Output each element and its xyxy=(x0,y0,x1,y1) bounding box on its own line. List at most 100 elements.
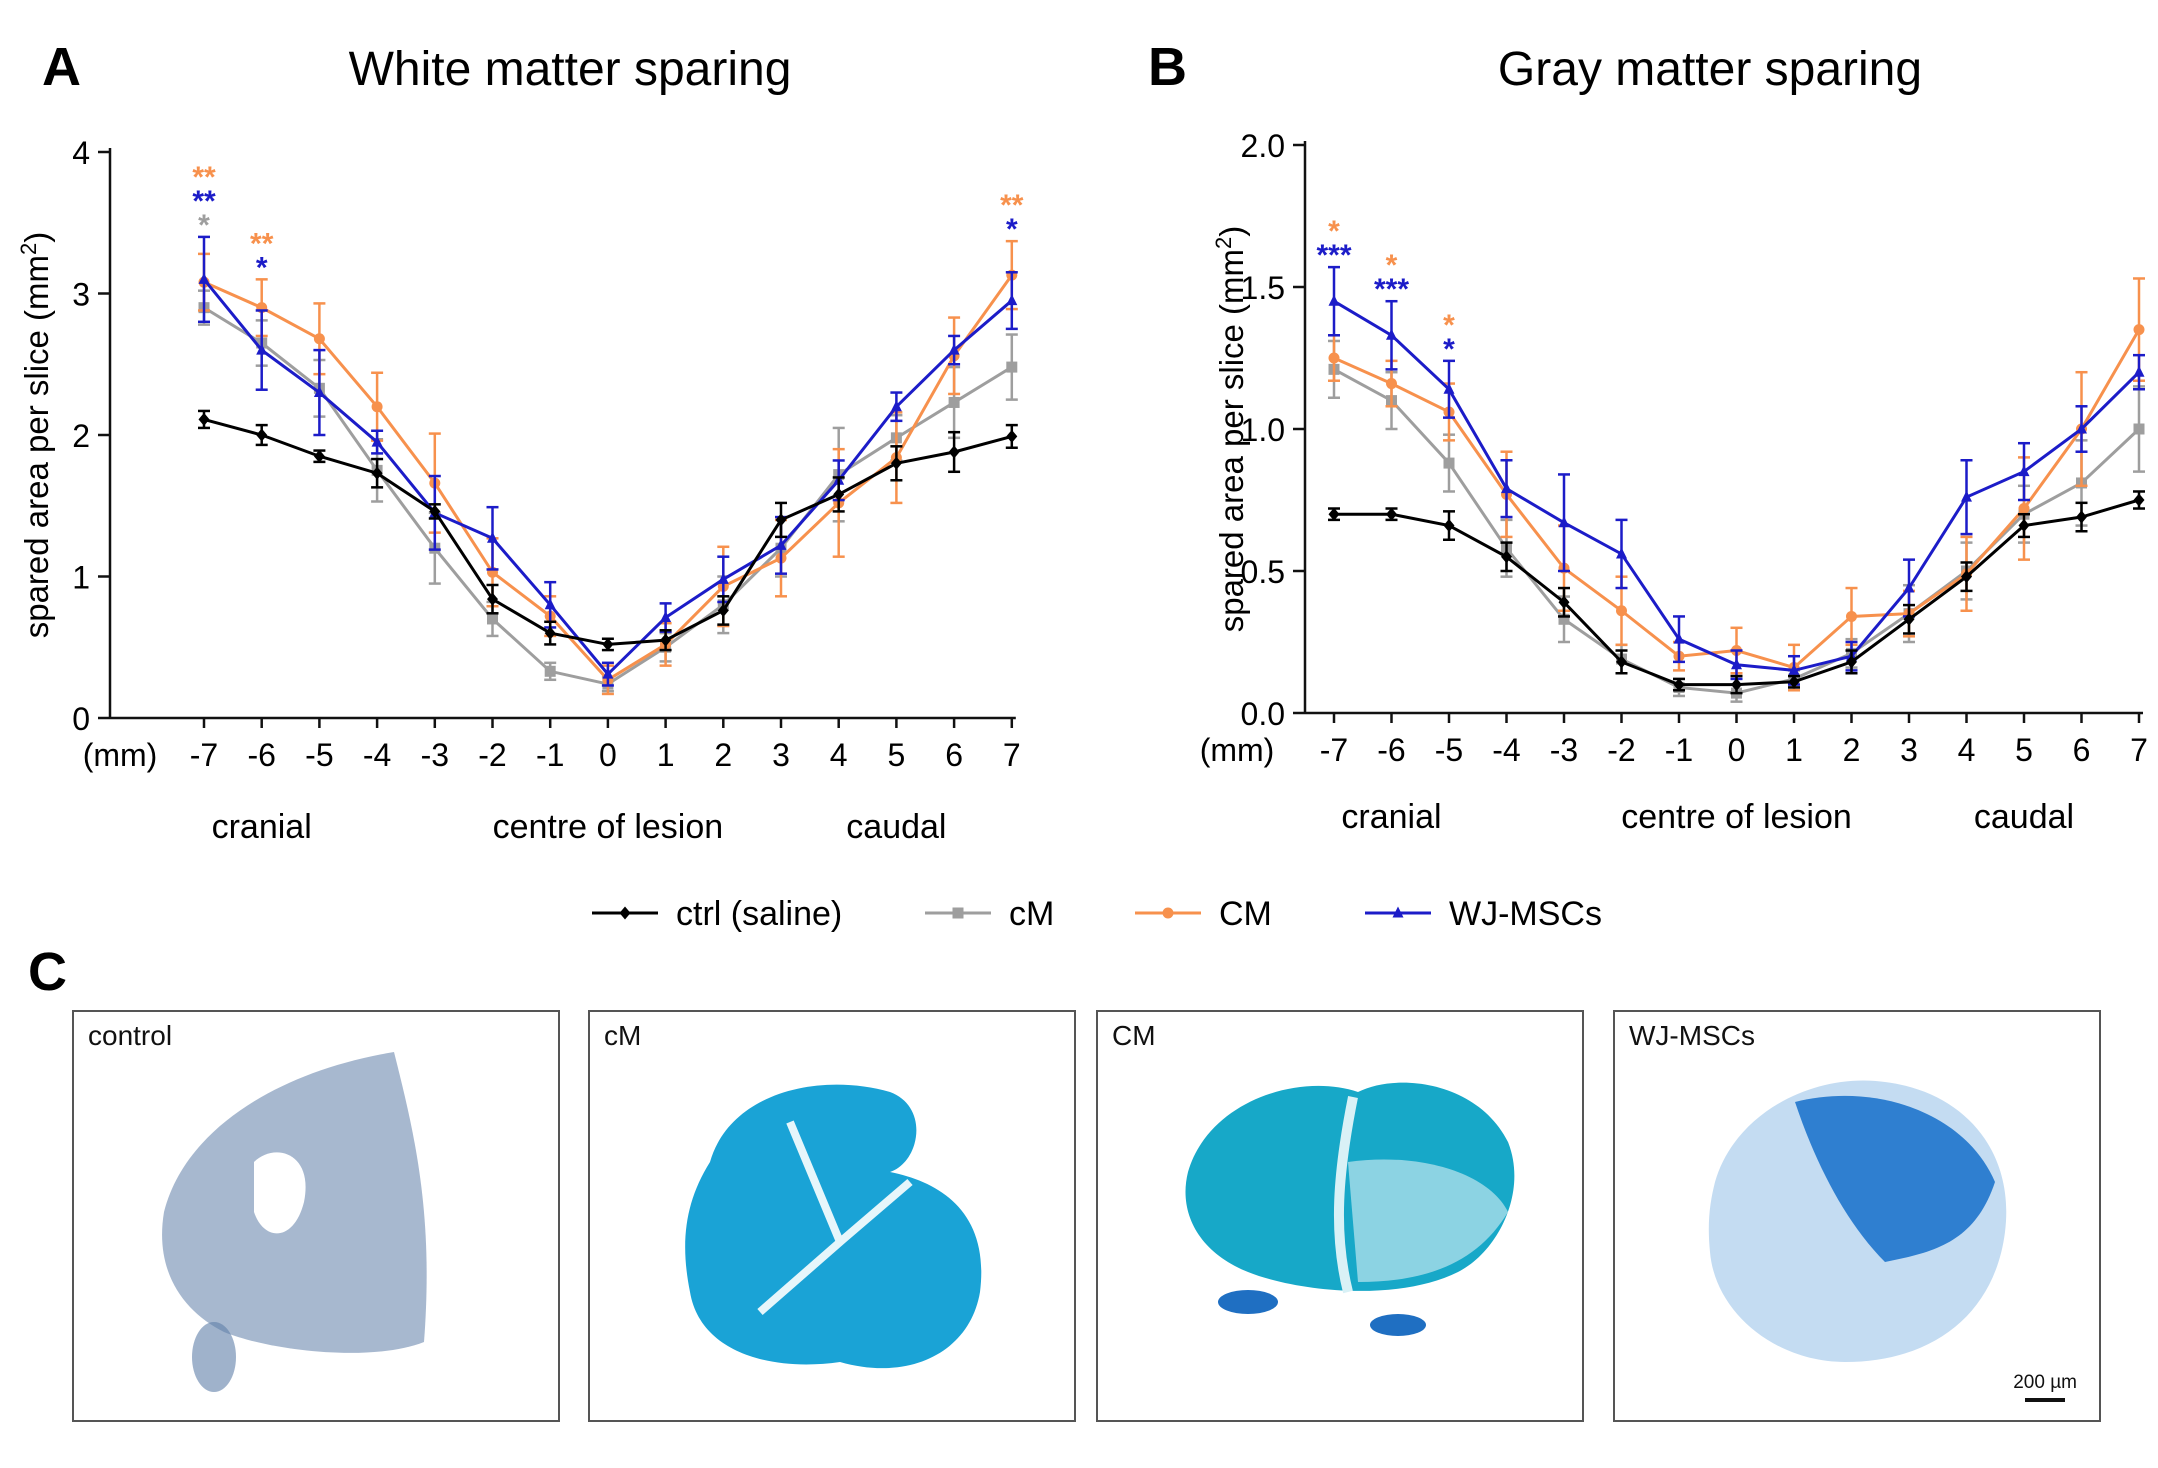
x-tick-label: -1 xyxy=(536,737,564,773)
x-tick-label: -4 xyxy=(363,737,391,773)
x-tick-label: -2 xyxy=(1607,732,1635,768)
data-point xyxy=(890,456,902,470)
legend-label: CM xyxy=(1219,895,1272,933)
data-point xyxy=(2133,324,2145,336)
data-point xyxy=(1006,429,1018,443)
significance-marker: *** xyxy=(1316,239,1351,272)
spinal-cord-section xyxy=(1185,1082,1515,1336)
data-point xyxy=(1788,675,1800,689)
scale-bar-line xyxy=(2025,1398,2066,1402)
data-point xyxy=(775,513,787,527)
x-tick-label: 7 xyxy=(1003,737,1021,773)
data-point xyxy=(544,598,556,610)
x-tick-label: 1 xyxy=(657,737,675,773)
legend-label: ctrl (saline) xyxy=(676,895,842,933)
data-point xyxy=(2133,493,2145,507)
x-tick-label: 4 xyxy=(1958,732,1976,768)
data-point xyxy=(371,435,383,447)
data-point xyxy=(948,445,960,459)
legend-marker xyxy=(619,906,631,920)
legend: ctrl (saline) cM CM WJ-MSCs xyxy=(592,895,1602,933)
scale-bar: 200 µm xyxy=(2013,1372,2077,1402)
legend-marker xyxy=(1392,906,1404,918)
significance-marker: * xyxy=(1386,249,1398,282)
data-point xyxy=(313,449,325,463)
data-point xyxy=(1558,516,1570,528)
x-tick-label: -3 xyxy=(1550,732,1578,768)
chart-white-matter: White matter sparing 0 1 2 3 4 -7 -6 -5 -4 -3 -2 -1 0… xyxy=(16,43,1024,846)
x-tick-label: 3 xyxy=(772,737,790,773)
legend-marker xyxy=(952,907,964,919)
data-point xyxy=(833,487,845,501)
data-point xyxy=(1731,658,1742,670)
data-point xyxy=(544,665,556,677)
series-wj-mscs xyxy=(1328,265,2145,686)
significance-marker: ** xyxy=(192,161,216,194)
data-point xyxy=(371,466,383,480)
x-tick-label: -7 xyxy=(190,737,218,773)
image-panel-label: WJ-MSCs xyxy=(1629,1020,1755,1051)
x-tick-label: -6 xyxy=(247,737,275,773)
data-point xyxy=(256,428,268,442)
data-point xyxy=(1846,655,1857,669)
data-point xyxy=(890,400,902,412)
data-point xyxy=(2076,510,2087,524)
data-point xyxy=(1616,605,1627,617)
data-point xyxy=(660,611,672,623)
data-point xyxy=(1673,632,1685,644)
x-tick-label: 6 xyxy=(945,737,963,773)
data-point xyxy=(2076,422,2087,434)
data-point xyxy=(1501,482,1512,494)
chart-title-white: White matter sparing xyxy=(349,43,792,96)
data-point xyxy=(1386,507,1397,521)
y-tick-label: 1 xyxy=(72,560,90,596)
data-point xyxy=(256,343,268,355)
data-point xyxy=(1616,655,1627,669)
x-tick-label: -1 xyxy=(1665,732,1693,768)
legend-item: cM xyxy=(925,895,1054,933)
y-tick-label: 2.0 xyxy=(1241,128,1285,164)
data-point xyxy=(1328,352,1340,364)
data-point xyxy=(313,386,325,398)
data-point xyxy=(775,538,787,550)
data-point xyxy=(544,626,556,640)
significance-marker: * xyxy=(1328,215,1340,248)
significance-marker: *** xyxy=(1374,273,1409,306)
region-label: cranial xyxy=(1341,798,1441,836)
image-panel-label: control xyxy=(88,1020,173,1051)
x-tick-label: 2 xyxy=(1843,732,1861,768)
significance-marker: * xyxy=(256,251,268,284)
panel-letter-c: C xyxy=(28,942,67,1000)
data-point xyxy=(602,667,614,679)
data-point xyxy=(1616,547,1627,559)
y-tick-label: 4 xyxy=(72,135,90,171)
x-tick-label: 2 xyxy=(714,737,732,773)
image-panel: CM xyxy=(1096,1010,1584,1422)
data-point xyxy=(198,412,210,426)
data-point xyxy=(1903,581,1915,593)
image-panel: control xyxy=(72,1010,560,1422)
data-point xyxy=(198,272,210,284)
data-point xyxy=(1788,663,1800,675)
region-label: caudal xyxy=(1974,798,2074,836)
data-point xyxy=(1846,610,1857,622)
data-point xyxy=(1386,328,1397,340)
x-tick-label: -3 xyxy=(421,737,449,773)
significance-marker: ** xyxy=(192,185,216,218)
data-point xyxy=(660,633,672,647)
x-tick-label: -2 xyxy=(478,737,506,773)
region-label: cranial xyxy=(212,808,312,846)
significance-marker: * xyxy=(1443,309,1455,342)
x-tick-label: -5 xyxy=(305,737,333,773)
data-point xyxy=(1961,490,1972,502)
x-tick-label: 7 xyxy=(2130,732,2148,768)
data-point xyxy=(487,592,498,606)
data-point xyxy=(1903,612,1915,626)
y-tick-label: 1.5 xyxy=(1241,270,1285,306)
x-tick-label: -6 xyxy=(1377,732,1405,768)
image-panel-label: CM xyxy=(1112,1020,1156,1051)
data-point xyxy=(1673,678,1685,692)
data-point xyxy=(1328,294,1340,306)
x-tick-label: 5 xyxy=(888,737,906,773)
data-point xyxy=(429,504,441,518)
